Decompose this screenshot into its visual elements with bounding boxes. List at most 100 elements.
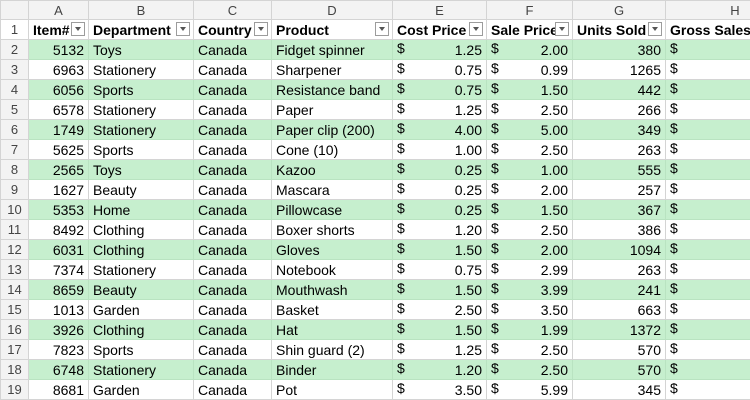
cell-product[interactable]: Mouthwash bbox=[271, 279, 393, 300]
cell-country[interactable]: Canada bbox=[193, 359, 272, 380]
cell-item[interactable]: 1013 bbox=[28, 299, 89, 320]
cell-product[interactable]: Cone (10) bbox=[271, 139, 393, 160]
row-header[interactable]: 11 bbox=[0, 219, 29, 240]
cell-cost-price[interactable]: $3.50 bbox=[392, 379, 487, 400]
cell-units-sold[interactable]: 380 bbox=[572, 39, 666, 60]
cell-country[interactable]: Canada bbox=[193, 379, 272, 400]
cell-country[interactable]: Canada bbox=[193, 199, 272, 220]
cell-sale-price[interactable]: $1.00 bbox=[486, 159, 573, 180]
column-header-a[interactable]: A bbox=[28, 0, 89, 20]
cell-gross-sales[interactable]: $663 bbox=[665, 79, 750, 100]
row-header[interactable]: 4 bbox=[0, 79, 29, 100]
cell-product[interactable]: Paper bbox=[271, 99, 393, 120]
cell-item[interactable]: 1627 bbox=[28, 179, 89, 200]
cell-department[interactable]: Beauty bbox=[88, 279, 194, 300]
cell-department[interactable]: Stationery bbox=[88, 359, 194, 380]
header-cell-country[interactable]: Country bbox=[193, 19, 272, 40]
cell-product[interactable]: Mascara bbox=[271, 179, 393, 200]
cell-department[interactable]: Clothing bbox=[88, 239, 194, 260]
cell-country[interactable]: Canada bbox=[193, 119, 272, 140]
cell-item[interactable]: 6056 bbox=[28, 79, 89, 100]
cell-department[interactable]: Beauty bbox=[88, 179, 194, 200]
cell-country[interactable]: Canada bbox=[193, 159, 272, 180]
cell-department[interactable]: Stationery bbox=[88, 259, 194, 280]
row-header[interactable]: 10 bbox=[0, 199, 29, 220]
header-cell-units-sold[interactable]: Units Sold bbox=[572, 19, 666, 40]
cell-sale-price[interactable]: $0.99 bbox=[486, 59, 573, 80]
cell-sale-price[interactable]: $3.99 bbox=[486, 279, 573, 300]
cell-units-sold[interactable]: 1265 bbox=[572, 59, 666, 80]
filter-dropdown-icon[interactable] bbox=[375, 22, 389, 36]
cell-department[interactable]: Stationery bbox=[88, 119, 194, 140]
cell-product[interactable]: Basket bbox=[271, 299, 393, 320]
cell-item[interactable]: 1749 bbox=[28, 119, 89, 140]
cell-units-sold[interactable]: 257 bbox=[572, 179, 666, 200]
cell-item[interactable]: 8681 bbox=[28, 379, 89, 400]
cell-department[interactable]: Clothing bbox=[88, 319, 194, 340]
cell-department[interactable]: Garden bbox=[88, 299, 194, 320]
cell-sale-price[interactable]: $2.00 bbox=[486, 239, 573, 260]
filter-dropdown-icon[interactable] bbox=[176, 22, 190, 36]
cell-product[interactable]: Shin guard (2) bbox=[271, 339, 393, 360]
cell-sale-price[interactable]: $1.50 bbox=[486, 79, 573, 100]
cell-units-sold[interactable]: 241 bbox=[572, 279, 666, 300]
cell-department[interactable]: Toys bbox=[88, 159, 194, 180]
cell-units-sold[interactable]: 386 bbox=[572, 219, 666, 240]
row-header[interactable]: 13 bbox=[0, 259, 29, 280]
cell-cost-price[interactable]: $4.00 bbox=[392, 119, 487, 140]
cell-country[interactable]: Canada bbox=[193, 339, 272, 360]
filter-dropdown-icon[interactable] bbox=[555, 22, 569, 36]
header-cell-sale-price[interactable]: Sale Price bbox=[486, 19, 573, 40]
cell-gross-sales[interactable]: $2,320 bbox=[665, 299, 750, 320]
cell-department[interactable]: Sports bbox=[88, 139, 194, 160]
cell-country[interactable]: Canada bbox=[193, 59, 272, 80]
cell-units-sold[interactable]: 555 bbox=[572, 159, 666, 180]
cell-gross-sales[interactable]: $786 bbox=[665, 259, 750, 280]
cell-cost-price[interactable]: $1.00 bbox=[392, 139, 487, 160]
cell-gross-sales[interactable]: $965 bbox=[665, 219, 750, 240]
cell-gross-sales[interactable]: $1,425 bbox=[665, 339, 750, 360]
cell-product[interactable]: Kazoo bbox=[271, 159, 393, 180]
cell-units-sold[interactable]: 345 bbox=[572, 379, 666, 400]
cell-cost-price[interactable]: $0.25 bbox=[392, 199, 487, 220]
cell-country[interactable]: Canada bbox=[193, 99, 272, 120]
cell-product[interactable]: Hat bbox=[271, 319, 393, 340]
cell-sale-price[interactable]: $2.50 bbox=[486, 219, 573, 240]
filter-dropdown-icon[interactable] bbox=[469, 22, 483, 36]
column-header-c[interactable]: C bbox=[193, 0, 272, 20]
cell-units-sold[interactable]: 266 bbox=[572, 99, 666, 120]
cell-gross-sales[interactable]: $550 bbox=[665, 199, 750, 220]
cell-item[interactable]: 6963 bbox=[28, 59, 89, 80]
row-header[interactable]: 16 bbox=[0, 319, 29, 340]
cell-department[interactable]: Stationery bbox=[88, 99, 194, 120]
row-header[interactable]: 6 bbox=[0, 119, 29, 140]
cell-department[interactable]: Garden bbox=[88, 379, 194, 400]
cell-gross-sales[interactable]: $760 bbox=[665, 39, 750, 60]
cell-item[interactable]: 6031 bbox=[28, 239, 89, 260]
cell-product[interactable]: Binder bbox=[271, 359, 393, 380]
header-cell-item[interactable]: Item# bbox=[28, 19, 89, 40]
cell-units-sold[interactable]: 263 bbox=[572, 259, 666, 280]
cell-country[interactable]: Canada bbox=[193, 299, 272, 320]
cell-sale-price[interactable]: $2.00 bbox=[486, 39, 573, 60]
cell-item[interactable]: 3926 bbox=[28, 319, 89, 340]
cell-units-sold[interactable]: 349 bbox=[572, 119, 666, 140]
cell-gross-sales[interactable]: $2,066 bbox=[665, 379, 750, 400]
cell-department[interactable]: Home bbox=[88, 199, 194, 220]
row-header[interactable]: 12 bbox=[0, 239, 29, 260]
cell-sale-price[interactable]: $2.50 bbox=[486, 359, 573, 380]
cell-product[interactable]: Pot bbox=[271, 379, 393, 400]
cell-product[interactable]: Boxer shorts bbox=[271, 219, 393, 240]
cell-gross-sales[interactable]: $555 bbox=[665, 159, 750, 180]
row-header[interactable]: 18 bbox=[0, 359, 29, 380]
cell-product[interactable]: Sharpener bbox=[271, 59, 393, 80]
cell-units-sold[interactable]: 570 bbox=[572, 359, 666, 380]
cell-product[interactable]: Paper clip (200) bbox=[271, 119, 393, 140]
cell-gross-sales[interactable]: $1,745 bbox=[665, 119, 750, 140]
cell-country[interactable]: Canada bbox=[193, 219, 272, 240]
row-header[interactable]: 2 bbox=[0, 39, 29, 60]
cell-country[interactable]: Canada bbox=[193, 139, 272, 160]
cell-product[interactable]: Gloves bbox=[271, 239, 393, 260]
cell-gross-sales[interactable]: $657 bbox=[665, 139, 750, 160]
cell-cost-price[interactable]: $1.50 bbox=[392, 319, 487, 340]
